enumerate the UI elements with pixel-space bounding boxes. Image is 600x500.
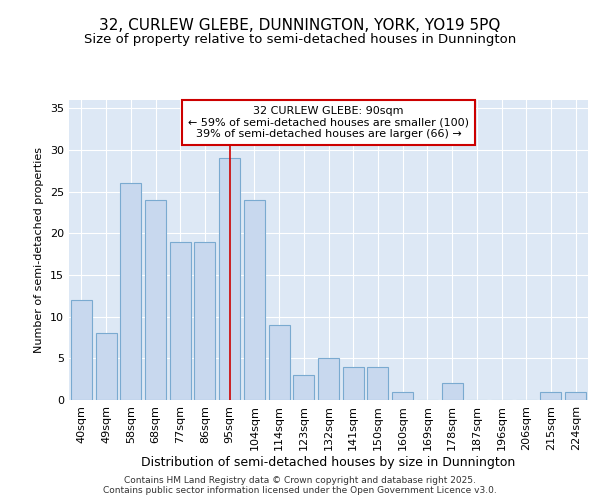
Text: Contains HM Land Registry data © Crown copyright and database right 2025.
Contai: Contains HM Land Registry data © Crown c… <box>103 476 497 495</box>
Bar <box>219 158 240 400</box>
Text: 32, CURLEW GLEBE, DUNNINGTON, YORK, YO19 5PQ: 32, CURLEW GLEBE, DUNNINGTON, YORK, YO19… <box>100 18 500 32</box>
Bar <box>95 334 116 400</box>
Y-axis label: Number of semi-detached properties: Number of semi-detached properties <box>34 147 44 353</box>
Bar <box>244 200 265 400</box>
Bar <box>194 242 215 400</box>
Bar <box>565 392 586 400</box>
X-axis label: Distribution of semi-detached houses by size in Dunnington: Distribution of semi-detached houses by … <box>142 456 515 468</box>
Bar <box>293 375 314 400</box>
Bar <box>442 384 463 400</box>
Text: 32 CURLEW GLEBE: 90sqm
← 59% of semi-detached houses are smaller (100)
39% of se: 32 CURLEW GLEBE: 90sqm ← 59% of semi-det… <box>188 106 469 139</box>
Bar <box>170 242 191 400</box>
Text: Size of property relative to semi-detached houses in Dunnington: Size of property relative to semi-detach… <box>84 32 516 46</box>
Bar <box>318 358 339 400</box>
Bar <box>269 325 290 400</box>
Bar <box>120 184 141 400</box>
Bar <box>367 366 388 400</box>
Bar <box>343 366 364 400</box>
Bar <box>71 300 92 400</box>
Bar <box>145 200 166 400</box>
Bar <box>392 392 413 400</box>
Bar <box>541 392 562 400</box>
